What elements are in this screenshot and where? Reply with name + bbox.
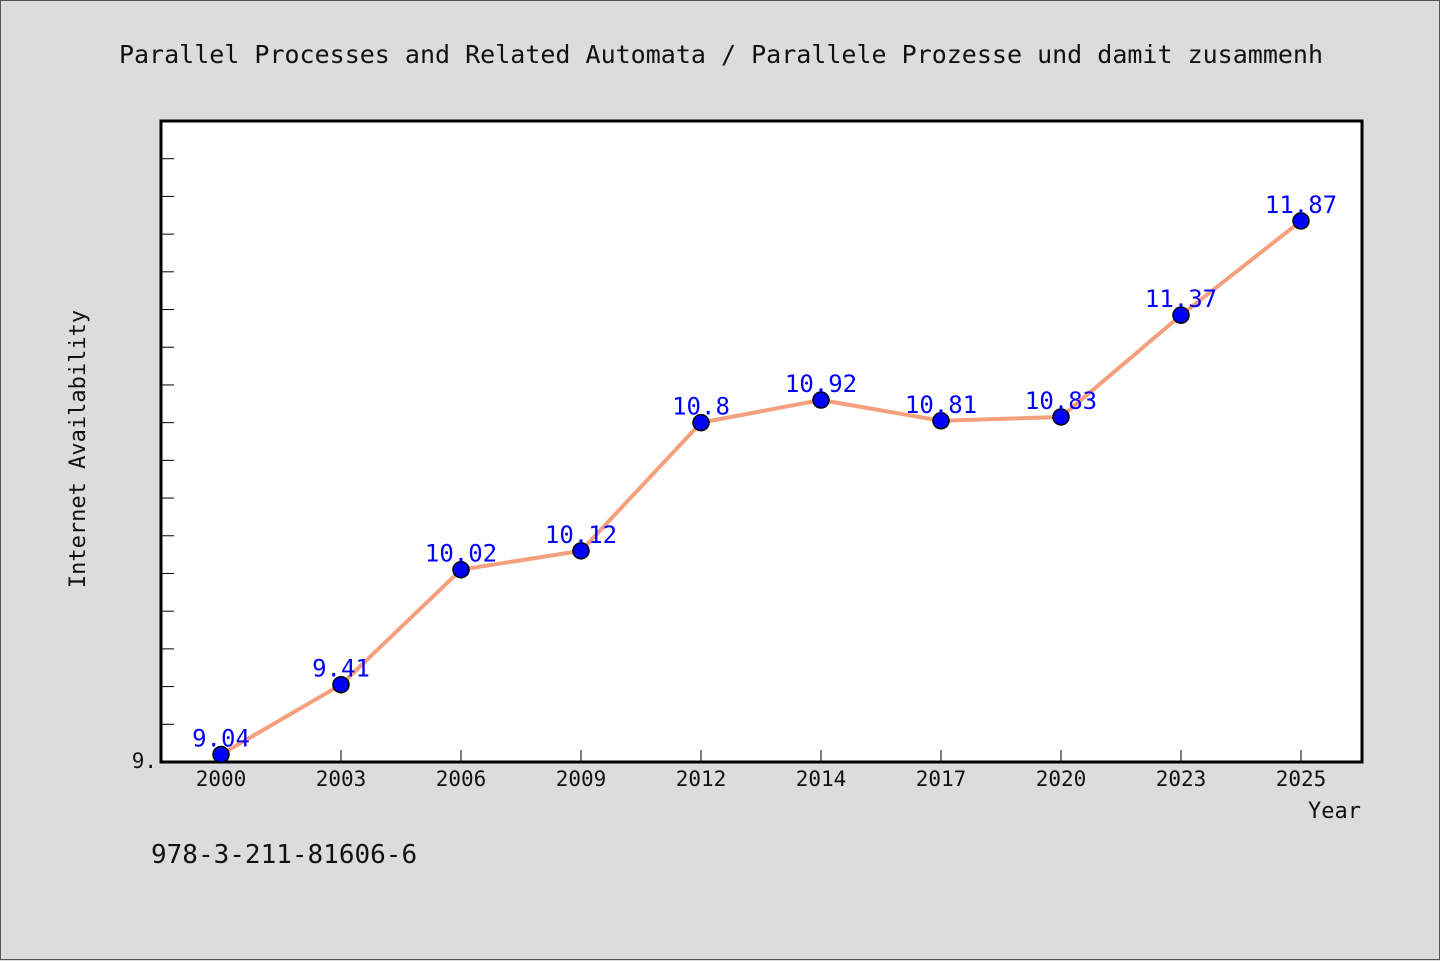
x-tick-label: 2025 (1276, 767, 1327, 791)
x-axis-tick-labels: 2000 2003 2006 2009 2012 2014 2017 2020 2023 2025 (196, 767, 1327, 791)
x-tick-label: 2003 (316, 767, 367, 791)
data-label: 11.87 (1265, 191, 1337, 219)
x-tick-label: 2017 (916, 767, 967, 791)
data-point (692, 413, 710, 432)
plot-area (159, 119, 1364, 764)
x-tick-label: 2020 (1036, 767, 1087, 791)
data-label: 10.02 (425, 540, 497, 568)
x-tick-label: 2023 (1156, 767, 1207, 791)
data-point (1292, 212, 1310, 230)
data-label: 10.81 (905, 391, 977, 419)
x-tick-label: 2006 (436, 767, 487, 791)
data-point (1052, 408, 1070, 426)
y-tick-label: 9. (132, 749, 157, 773)
data-label: 10.83 (1025, 387, 1097, 415)
data-label: 10.92 (785, 370, 857, 398)
data-point (452, 560, 470, 579)
data-point (812, 391, 830, 409)
data-label: 9.41 (312, 655, 370, 683)
y-axis-title: Internet Availability (66, 310, 91, 588)
data-point (1172, 306, 1190, 324)
x-axis-title: Year (1308, 799, 1361, 824)
chart-title: Parallel Processes and Related Automata … (119, 40, 1323, 69)
data-label: 10.8 (672, 393, 730, 421)
data-point (932, 412, 950, 430)
data-label: 11.37 (1145, 285, 1217, 313)
data-point (332, 675, 350, 694)
y-axis-ticks (161, 158, 174, 725)
isbn-footnote: 978-3-211-81606-6 (151, 840, 417, 870)
data-label: 9.04 (192, 724, 250, 752)
x-tick-label: 2009 (556, 767, 607, 791)
x-axis-ticks (220, 750, 1302, 762)
data-label: 10.12 (545, 521, 617, 549)
data-point (212, 745, 230, 764)
x-tick-label: 2012 (676, 767, 727, 791)
series-line (219, 219, 1303, 757)
data-point (572, 542, 590, 560)
series-markers (212, 212, 1310, 764)
x-tick-label: 2000 (196, 767, 247, 791)
x-tick-label: 2014 (796, 767, 847, 791)
data-labels: 9.04 9.41 10.02 10.12 10.8 10.92 10.81 10.83 11.… (192, 191, 1337, 753)
